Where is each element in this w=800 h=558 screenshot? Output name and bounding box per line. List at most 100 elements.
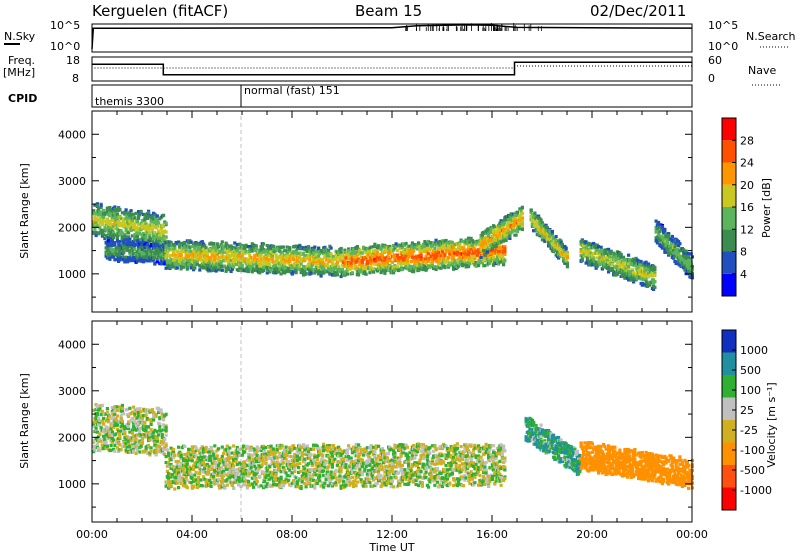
data-cell xyxy=(627,254,630,257)
data-cell xyxy=(125,208,128,211)
nsky-series xyxy=(92,25,692,49)
colorbar-step xyxy=(722,185,736,207)
data-cell xyxy=(467,265,470,268)
data-cell xyxy=(337,265,340,268)
data-cell xyxy=(120,417,123,420)
data-cell xyxy=(147,211,150,214)
data-cell xyxy=(521,224,524,227)
nsky-right-label: N.Search xyxy=(746,30,796,43)
data-cell xyxy=(100,413,103,416)
data-cell xyxy=(678,242,681,245)
data-cell xyxy=(165,235,168,238)
data-cell xyxy=(101,404,104,407)
data-cell xyxy=(653,286,656,289)
data-cell xyxy=(255,244,258,247)
nsky-right-tick-top: 10^5 xyxy=(708,19,738,32)
data-cell xyxy=(480,256,483,259)
data-cell xyxy=(503,250,506,253)
colorbar-tick-label: 12 xyxy=(740,223,754,236)
data-cell xyxy=(105,441,108,444)
data-cell xyxy=(100,204,103,207)
data-cell xyxy=(503,247,506,250)
data-cell xyxy=(442,257,445,260)
data-cell xyxy=(176,266,179,269)
colorbar-tick-label: 16 xyxy=(740,201,754,214)
freq-left-tick-top: 18 xyxy=(66,54,80,67)
data-cell xyxy=(663,228,666,231)
nsky-right-tick-bottom: 10^0 xyxy=(708,40,738,53)
y-tick-label: 2000 xyxy=(58,221,86,234)
data-cell xyxy=(156,225,159,228)
data-cell xyxy=(430,241,433,244)
colorbar-tick-label: 20 xyxy=(740,179,754,192)
power-colorbar-label: Power [dB] xyxy=(760,178,773,238)
data-cell xyxy=(521,220,524,223)
data-cell xyxy=(121,404,124,407)
data-cell xyxy=(412,250,415,253)
data-cell xyxy=(320,274,323,277)
data-cell xyxy=(420,254,423,257)
data-cell xyxy=(521,228,524,231)
y-tick-label: 4000 xyxy=(58,128,86,141)
power-frame xyxy=(92,111,692,312)
data-cell xyxy=(351,271,354,274)
power-data-layer xyxy=(92,202,694,291)
data-cell xyxy=(272,245,275,248)
data-cell xyxy=(666,242,669,245)
data-cell xyxy=(346,273,349,276)
y-tick-label: 3000 xyxy=(58,175,86,188)
data-cell xyxy=(600,246,603,249)
data-cell xyxy=(122,412,125,415)
data-cell xyxy=(121,407,124,410)
data-cell xyxy=(156,214,159,217)
data-cell xyxy=(172,250,175,253)
station-title: Kerguelen (fitACF) xyxy=(92,2,228,20)
data-cell xyxy=(118,436,121,439)
data-cell xyxy=(102,216,105,219)
data-cell xyxy=(165,222,168,225)
cpid-mode-1: themis 3300 xyxy=(95,95,164,108)
data-cell xyxy=(340,247,343,250)
data-cell xyxy=(540,219,543,222)
data-cell xyxy=(508,235,511,238)
data-cell xyxy=(118,208,121,211)
data-cell xyxy=(433,247,436,250)
data-cell xyxy=(521,212,524,215)
data-cell xyxy=(516,211,519,214)
data-cell xyxy=(106,407,109,410)
data-cell xyxy=(165,231,168,234)
colorbar-step xyxy=(722,274,736,296)
data-cell xyxy=(340,251,343,254)
data-cell xyxy=(622,262,625,265)
data-cell xyxy=(565,247,568,250)
colorbar-step xyxy=(722,118,736,140)
data-cell xyxy=(412,270,415,273)
nsky-left-label: N.Sky xyxy=(4,30,36,43)
freq-panel: Freq. [MHz] 18 8 60 0 Nave xyxy=(3,54,782,85)
data-cell xyxy=(133,223,136,226)
data-cell xyxy=(533,212,536,215)
data-cell xyxy=(173,247,176,250)
data-cell xyxy=(271,257,274,260)
data-cell xyxy=(566,252,569,255)
colorbar-tick-label: 24 xyxy=(740,157,754,170)
data-cell xyxy=(101,223,104,226)
data-cell xyxy=(193,267,196,270)
colorbar-tick-label: 8 xyxy=(740,246,747,259)
data-cell xyxy=(336,273,339,276)
velocity-data-layer xyxy=(92,403,694,491)
data-cell xyxy=(250,256,253,259)
data-cell xyxy=(515,234,518,237)
data-cell xyxy=(96,412,99,415)
date-title: 02/Dec/2011 xyxy=(590,2,686,20)
colorbar-tick-label: 28 xyxy=(740,134,754,147)
colorbar-step xyxy=(722,163,736,185)
y-tick-label: 1000 xyxy=(58,268,86,281)
data-cell xyxy=(288,248,291,251)
data-cell xyxy=(495,245,498,248)
data-cell xyxy=(110,444,113,447)
data-cell xyxy=(357,273,360,276)
data-cell xyxy=(216,242,219,245)
